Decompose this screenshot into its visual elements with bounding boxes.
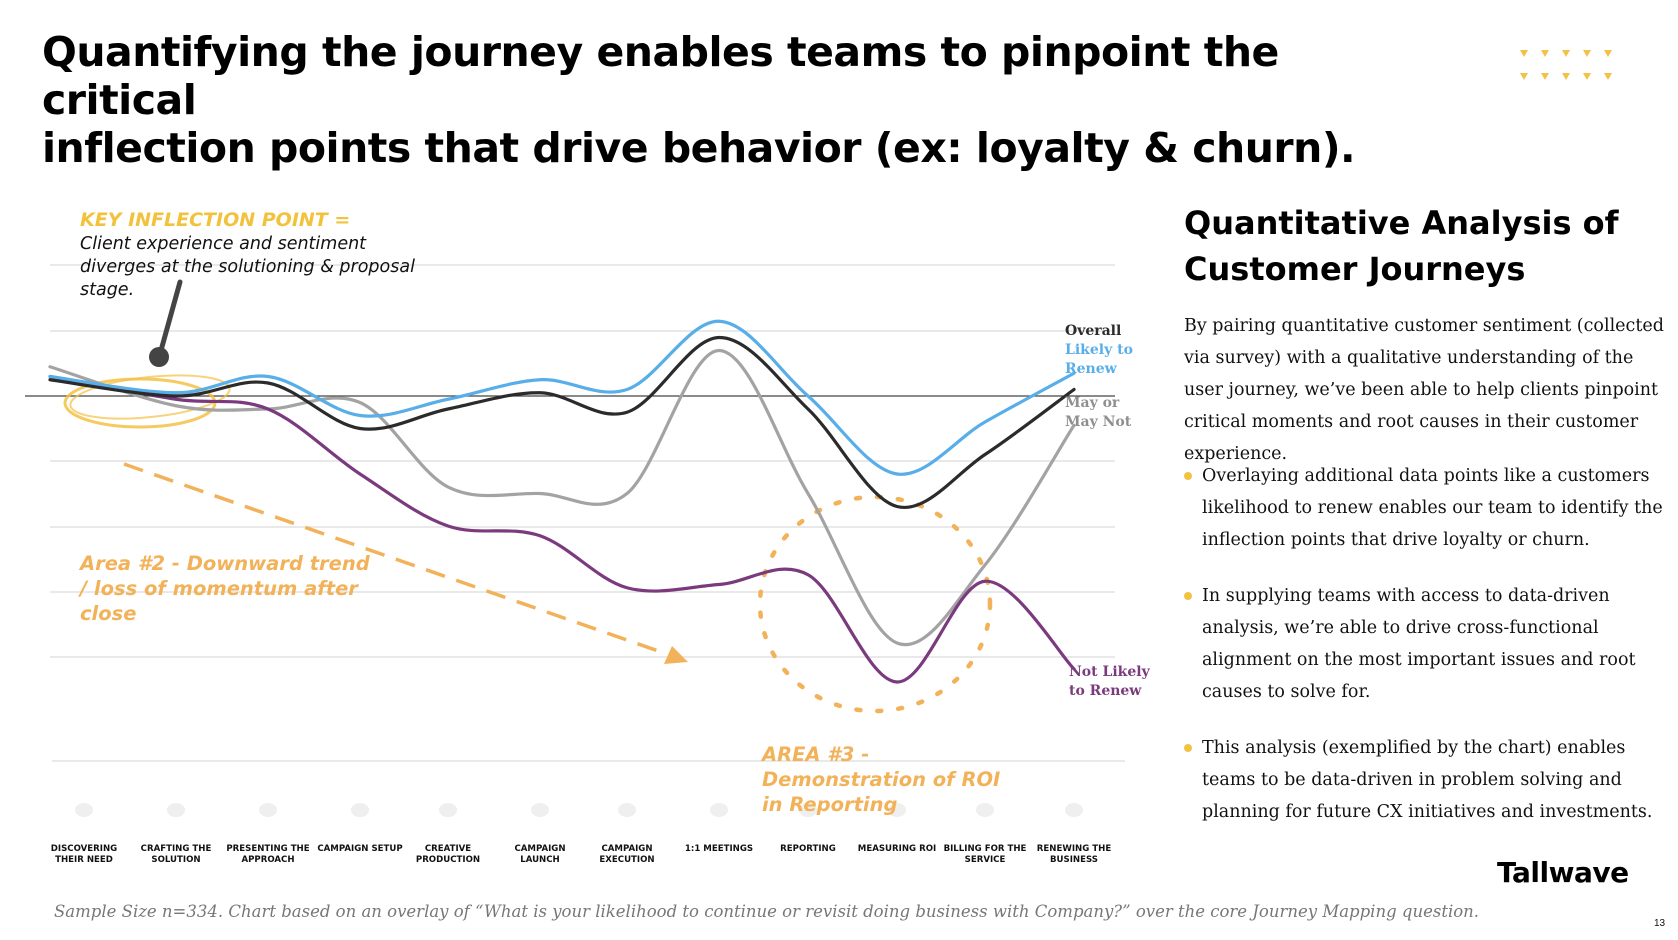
category-marker: [351, 803, 369, 817]
x-axis-label: 1:1 MEETINGS: [684, 844, 754, 854]
footnote: Sample Size n=334. Chart based on an ove…: [54, 902, 1480, 921]
bullet-item: Overlaying additional data points like a…: [1184, 460, 1674, 556]
slide-title: Quantifying the journey enables teams to…: [42, 28, 1422, 172]
decorative-triangle: [1604, 73, 1612, 80]
decorative-triangle: [1562, 50, 1570, 57]
x-axis-label: CREATIVE PRODUCTION: [415, 844, 481, 865]
x-axis-label: REPORTING: [780, 844, 836, 854]
page-number: 13: [1654, 918, 1666, 929]
x-axis-label: RENEWING THE BUSINESS: [1036, 844, 1112, 865]
legend-label-not-likely-to-renew: Not Likely to Renew: [1069, 664, 1150, 699]
chart-gridlines: [25, 264, 1125, 762]
heading-line-2: Customer Journeys: [1184, 250, 1526, 288]
decorative-triangle: [1583, 73, 1591, 80]
x-axis-label: DISCOVERING THEIR NEED: [50, 844, 118, 865]
series-line-not-likely: [48, 374, 1076, 684]
key-inflection-description: Client experience and sentiment diverges…: [80, 234, 415, 300]
category-marker: [799, 803, 817, 817]
legend-label-overall: Overall: [1065, 323, 1122, 339]
decorative-triangle: [1520, 50, 1528, 57]
key-inflection-pointer: [157, 279, 183, 357]
section-heading: Quantitative Analysis of Customer Journe…: [1184, 200, 1644, 292]
category-marker: [439, 803, 457, 817]
area-3-circle: [757, 494, 993, 714]
decorative-triangle: [1541, 73, 1549, 80]
area-2-arrowhead: [664, 646, 688, 664]
tallwave-logo: Tallwave: [1497, 856, 1629, 889]
area-3-annotation: AREA #3 - Demonstration of ROI in Report…: [762, 743, 1001, 816]
decorative-triangle: [1562, 73, 1570, 80]
category-marker: [976, 803, 994, 817]
decorative-triangle: [1541, 50, 1549, 57]
heading-line-1: Quantitative Analysis of: [1184, 204, 1619, 242]
x-axis-label: CAMPAIGN EXECUTION: [599, 844, 655, 865]
title-line-1: Quantifying the journey enables teams to…: [42, 28, 1279, 124]
intro-paragraph: By pairing quantitative customer sentime…: [1184, 316, 1664, 464]
series-line-overall: [48, 335, 1076, 510]
category-marker: [259, 803, 277, 817]
bullet-item: In supplying teams with access to data-d…: [1184, 580, 1674, 708]
key-inflection-scribble: [69, 374, 231, 420]
chart-highlights: [63, 279, 993, 714]
x-axis-label: BILLING FOR THE SERVICE: [943, 844, 1027, 865]
series-line-likely: [48, 319, 1076, 476]
category-marker: [888, 803, 906, 817]
decorative-triangle: [1583, 50, 1591, 57]
title-line-2: inflection points that drive behavior (e…: [42, 124, 1356, 172]
category-marker: [75, 803, 93, 817]
category-marker: [618, 803, 636, 817]
decorative-triangle: [1604, 50, 1612, 57]
x-axis-label: CAMPAIGN LAUNCH: [514, 844, 566, 865]
bullet-item: This analysis (exemplified by the chart)…: [1184, 732, 1674, 828]
key-inflection-title: KEY INFLECTION POINT =: [80, 209, 351, 231]
x-axis-label: PRESENTING THE APPROACH: [226, 844, 310, 865]
bullet-list: Overlaying additional data points like a…: [1184, 460, 1674, 852]
category-marker: [710, 803, 728, 817]
area-2-annotation: Area #2 - Downward trend / loss of momen…: [80, 552, 370, 625]
x-axis-label: CAMPAIGN SETUP: [317, 844, 403, 854]
legend-label-likely-to-renew: Likely to Renew: [1065, 342, 1133, 377]
decorative-triangle: [1520, 73, 1528, 80]
category-marker: [531, 803, 549, 817]
x-axis-label: MEASURING ROI: [857, 844, 937, 854]
legend-label-may-or-may-not: May or May Not: [1065, 395, 1132, 430]
category-marker: [167, 803, 185, 817]
x-axis-label: CRAFTING THE SOLUTION: [140, 844, 212, 865]
key-inflection-pointer-dot: [149, 347, 169, 367]
category-markers: [75, 803, 1083, 817]
chart-series-lines: [48, 319, 1076, 684]
category-marker: [1065, 803, 1083, 817]
journey-sentiment-chart: [25, 264, 1125, 817]
